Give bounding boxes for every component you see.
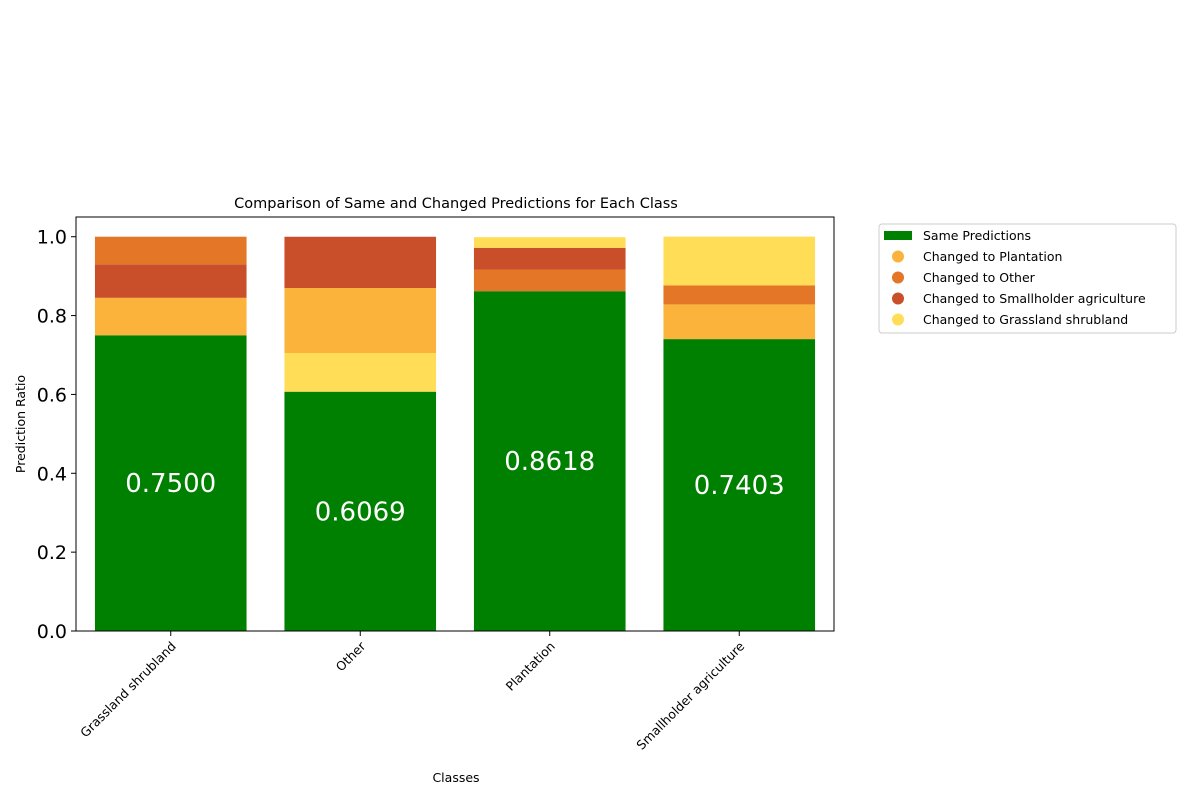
legend-label: Changed to Grassland shrubland <box>923 312 1128 327</box>
x-tick-label: Other <box>333 638 369 674</box>
bar-segment-3-series-1 <box>473 291 626 631</box>
bar-segment-4-series-1 <box>663 339 816 631</box>
bar-segment-3-series-5 <box>473 237 626 248</box>
bar-segment-1-series-3 <box>94 236 247 265</box>
data-label: 0.7500 <box>125 469 216 499</box>
bar-segment-1-series-1 <box>94 335 247 631</box>
y-axis: 0.0 0.2 0.4 0.6 0.8 1.0 <box>37 227 76 643</box>
legend-marker <box>892 250 904 263</box>
legend-label: Same Predictions <box>923 228 1031 243</box>
bar-segment-2-series-4 <box>284 236 437 289</box>
legend-box <box>878 223 1177 334</box>
y-tick-label: 0.2 <box>37 542 67 564</box>
legend-label: Changed to Smallholder agriculture <box>923 291 1146 306</box>
y-tick-label: 0.4 <box>37 463 67 485</box>
legend: Same Predictions Changed to Plantation Cha… <box>878 223 1177 334</box>
legend-label: Changed to Other <box>923 270 1036 285</box>
data-label: 0.8618 <box>504 447 595 477</box>
y-tick-label: 0.6 <box>37 384 67 406</box>
legend-label: Changed to Plantation <box>923 249 1062 264</box>
y-tick-label: 0.8 <box>37 306 67 328</box>
bar-segment-3-series-4 <box>473 247 626 270</box>
chart-title: Comparison of Same and Changed Predictio… <box>234 196 678 212</box>
bar-segment-2-series-2 <box>284 288 437 354</box>
x-axis-label: Classes <box>432 770 479 785</box>
x-tick-label: Smallholder agriculture <box>633 638 747 752</box>
legend-marker <box>892 271 904 284</box>
x-axis: Grassland shrubland Other Plantation Smallh… <box>77 631 748 753</box>
bar-segment-1-series-4 <box>94 264 247 298</box>
data-label: 0.7403 <box>694 471 785 501</box>
data-label: 0.6069 <box>315 497 406 527</box>
bar-segment-2-series-5 <box>284 353 437 392</box>
bar-segment-4-series-5 <box>663 236 816 286</box>
x-tick-label: Plantation <box>503 639 558 694</box>
legend-marker <box>892 313 904 326</box>
legend-marker <box>892 292 904 305</box>
x-tick-label: Grassland shrubland <box>77 639 179 741</box>
y-tick-label: 0.0 <box>37 621 67 643</box>
bar-segment-3-series-3 <box>473 269 626 292</box>
plot-area: 0.7500 0.6069 0.8618 0.7403 <box>94 236 816 631</box>
legend-marker <box>884 231 912 240</box>
bar-segment-4-series-2 <box>663 304 816 340</box>
bar-segment-2-series-1 <box>284 391 437 631</box>
plot-frame <box>75 216 835 632</box>
y-tick-label: 1.0 <box>37 227 67 249</box>
y-axis-label: Prediction Ratio <box>13 375 28 473</box>
bar-segment-1-series-2 <box>94 297 247 336</box>
bar-segment-4-series-3 <box>663 285 816 305</box>
